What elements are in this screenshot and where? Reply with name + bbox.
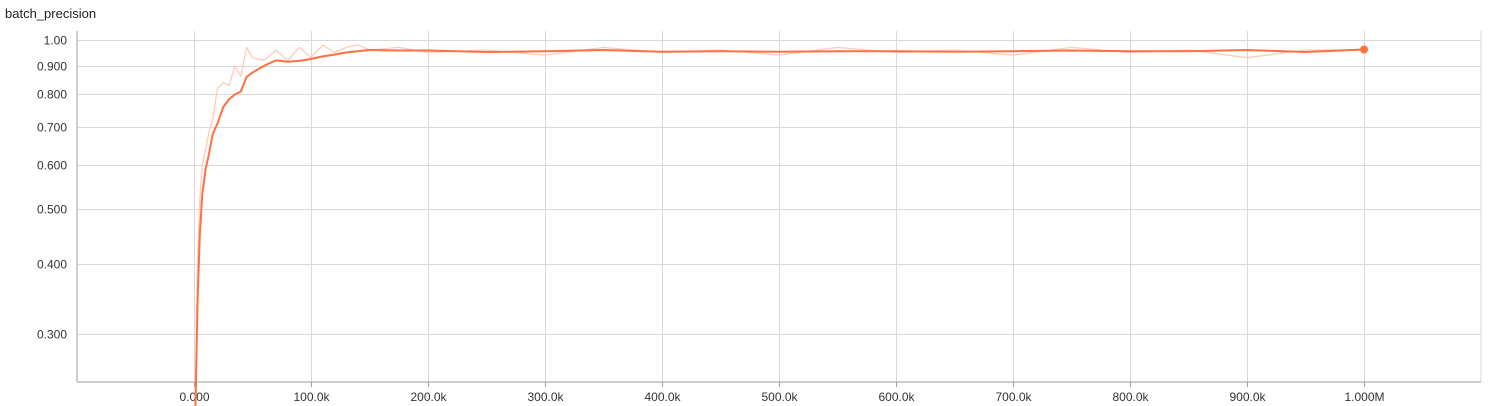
y-tick-label: 1.00	[44, 34, 68, 48]
x-tick-label: 800.0k	[1112, 390, 1149, 404]
smoothed-series-line	[194, 48, 1365, 406]
y-tick-label: 0.700	[37, 121, 67, 135]
x-tick-label: 900.0k	[1229, 390, 1266, 404]
y-tick-label: 0.300	[37, 328, 67, 342]
x-tick-label: 400.0k	[644, 390, 681, 404]
axis-layer: 1.00 0.900 0.800 0.700 0.600 0.500 0.400 0.300 0…	[37, 31, 1481, 404]
x-tick-label: 0.000	[179, 390, 209, 404]
y-tick-label: 0.600	[37, 159, 67, 173]
y-tick-label: 0.900	[37, 60, 67, 74]
x-tick-label: 600.0k	[878, 390, 915, 404]
y-tick-label: 0.400	[37, 258, 67, 272]
x-tick-label: 200.0k	[410, 390, 447, 404]
series-layer	[194, 44, 1368, 406]
x-tick-label: 1.000M	[1344, 390, 1384, 404]
series-end-marker[interactable]	[1360, 45, 1368, 54]
x-tick-label: 300.0k	[527, 390, 564, 404]
y-tick-label: 0.500	[37, 203, 67, 217]
chart-title: batch_precision	[5, 6, 97, 21]
x-tick-label: 700.0k	[995, 390, 1032, 404]
grid-layer	[77, 31, 1482, 382]
x-tick-label: 100.0k	[293, 390, 330, 404]
y-tick-label: 0.800	[37, 88, 67, 102]
x-tick-label: 500.0k	[761, 390, 798, 404]
